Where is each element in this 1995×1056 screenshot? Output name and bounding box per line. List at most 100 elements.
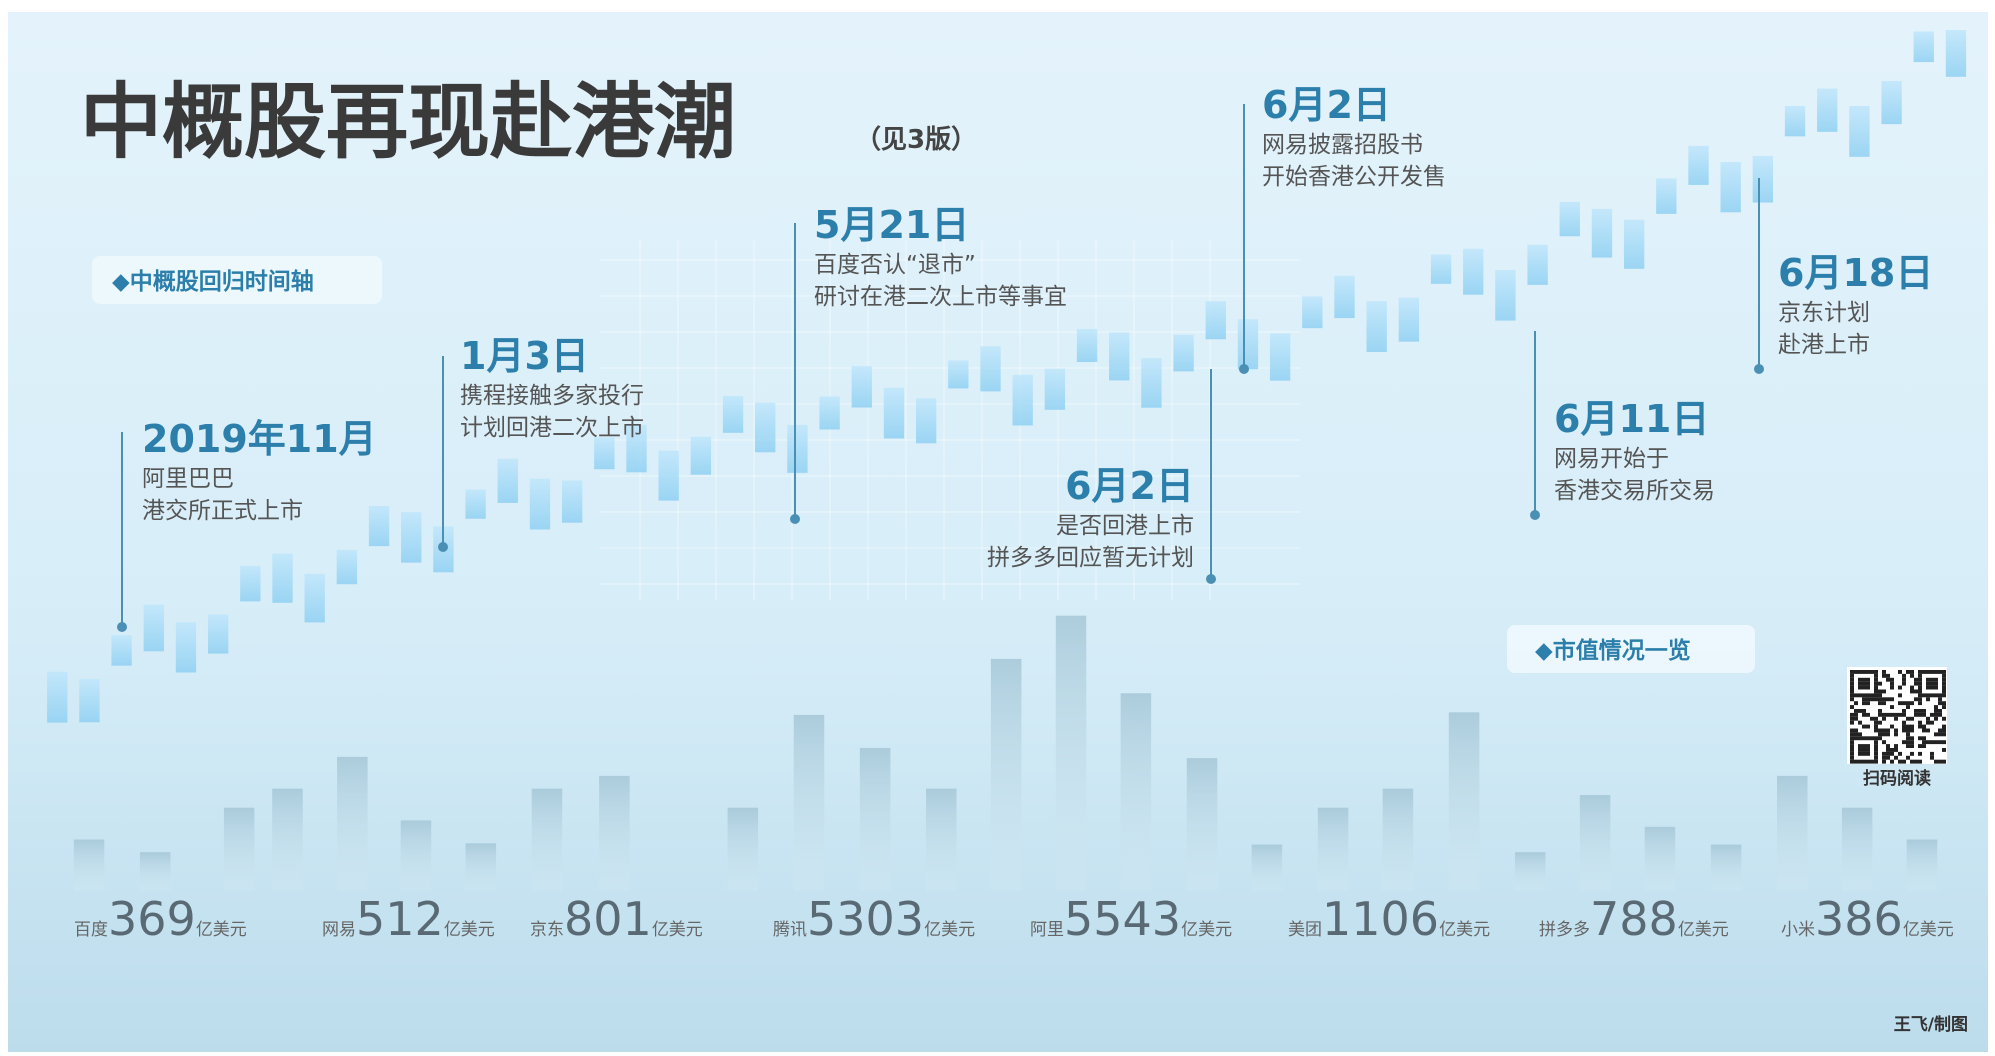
qr-cell (1882, 717, 1886, 721)
qr-cell (1902, 740, 1906, 744)
dot (1754, 364, 1764, 374)
qr-cell (1942, 678, 1946, 682)
deco-bar (926, 789, 957, 891)
qr-cell (1878, 682, 1882, 686)
qr-cell (1898, 713, 1902, 717)
qr-cell (1874, 729, 1878, 733)
qr-cell (1874, 736, 1878, 740)
qr-cell (1874, 670, 1878, 674)
event-text: 网易披露招股书 (1262, 132, 1423, 158)
credit: 王飞/制图 (1894, 1014, 1968, 1035)
company: 小米 (1781, 920, 1815, 940)
deco-candle (1367, 301, 1387, 352)
qr-cell (1858, 744, 1862, 748)
qr-cell (1918, 701, 1922, 705)
qr-cell (1850, 674, 1854, 678)
cap-value: 369 (108, 892, 196, 946)
qr-cell (1866, 752, 1870, 756)
qr-cell (1886, 674, 1890, 678)
qr-cell (1866, 760, 1870, 764)
qr-cell (1874, 725, 1878, 729)
qr-cell (1898, 670, 1902, 674)
qr-cell (1914, 760, 1918, 764)
qr-cell (1930, 682, 1934, 686)
qr-cell (1858, 682, 1862, 686)
deco-candle (1463, 249, 1483, 295)
deco-bar (1842, 808, 1873, 891)
cap-unit: 亿美元 (924, 920, 975, 940)
qr-cell (1866, 701, 1870, 705)
qr-cell (1866, 682, 1870, 686)
qr-cell (1862, 713, 1866, 717)
qr-cell (1882, 760, 1886, 764)
company: 阿里 (1030, 920, 1064, 940)
qr-cell (1914, 709, 1918, 713)
qr-cell (1890, 686, 1894, 690)
qr-cell (1866, 678, 1870, 682)
title: 中概股再现赴港潮 (80, 75, 736, 170)
deco-candle (1045, 369, 1065, 410)
qr-cell (1886, 748, 1890, 752)
deco-candle (1077, 329, 1097, 362)
qr-cell (1866, 725, 1870, 729)
deco-candle (1399, 298, 1419, 342)
qr-cell (1890, 682, 1894, 686)
company: 京东 (530, 920, 564, 940)
deco-candle (47, 672, 67, 723)
qr-cell (1862, 670, 1866, 674)
qr-cell (1918, 693, 1922, 697)
qr-cell (1862, 744, 1866, 748)
qr-cell (1902, 682, 1906, 686)
qr-cell (1942, 693, 1946, 697)
deco-candle (562, 480, 582, 522)
deco-candle (1431, 254, 1451, 283)
qr-cell (1942, 732, 1946, 736)
qr-cell (1874, 686, 1878, 690)
company: 腾讯 (773, 920, 807, 940)
qr-cell (1930, 740, 1934, 744)
deco-candle (1109, 332, 1129, 380)
cap-unit: 亿美元 (1678, 920, 1729, 940)
deco-candle (337, 550, 357, 584)
qr-cell (1858, 721, 1862, 725)
qr-cell (1906, 744, 1910, 748)
deco-candle (305, 574, 325, 623)
section-label: ◆中概股回归时间轴 (112, 268, 314, 295)
deco-candle (272, 554, 292, 603)
qr-cell (1926, 740, 1930, 744)
qr-cell (1858, 748, 1862, 752)
deco-candle (1238, 319, 1258, 369)
qr-cell (1906, 717, 1910, 721)
qr-cell (1858, 732, 1862, 736)
qr-cell (1854, 709, 1858, 713)
deco-candle (1302, 296, 1322, 328)
event-date: 6月18日 (1778, 251, 1933, 295)
qr-cell (1906, 736, 1910, 740)
qr-cell (1886, 729, 1890, 733)
qr-cell (1926, 717, 1930, 721)
qr-cell (1862, 682, 1866, 686)
event-date: 6月2日 (1065, 464, 1194, 508)
event-text: 赴港上市 (1778, 332, 1870, 358)
deco-candle (111, 635, 131, 666)
qr-cell (1890, 678, 1894, 682)
qr-cell (1850, 697, 1854, 701)
deco-candle (1881, 81, 1901, 124)
qr-cell (1890, 697, 1894, 701)
qr-cell (1942, 682, 1946, 686)
deco-candle (1914, 31, 1934, 62)
qr-cell (1890, 705, 1894, 709)
qr-cell (1918, 678, 1922, 682)
qr-cell (1878, 690, 1882, 694)
qr-cell (1942, 690, 1946, 694)
deco-candle (208, 615, 228, 654)
qr-cell (1878, 736, 1882, 740)
qr-cell (1854, 717, 1858, 721)
deco-candle (144, 605, 164, 652)
qr-cell (1938, 713, 1942, 717)
qr-cell (1850, 717, 1854, 721)
qr-cell (1902, 713, 1906, 717)
qr-cell (1866, 670, 1870, 674)
qr-cell (1918, 674, 1922, 678)
qr-cell (1894, 717, 1898, 721)
